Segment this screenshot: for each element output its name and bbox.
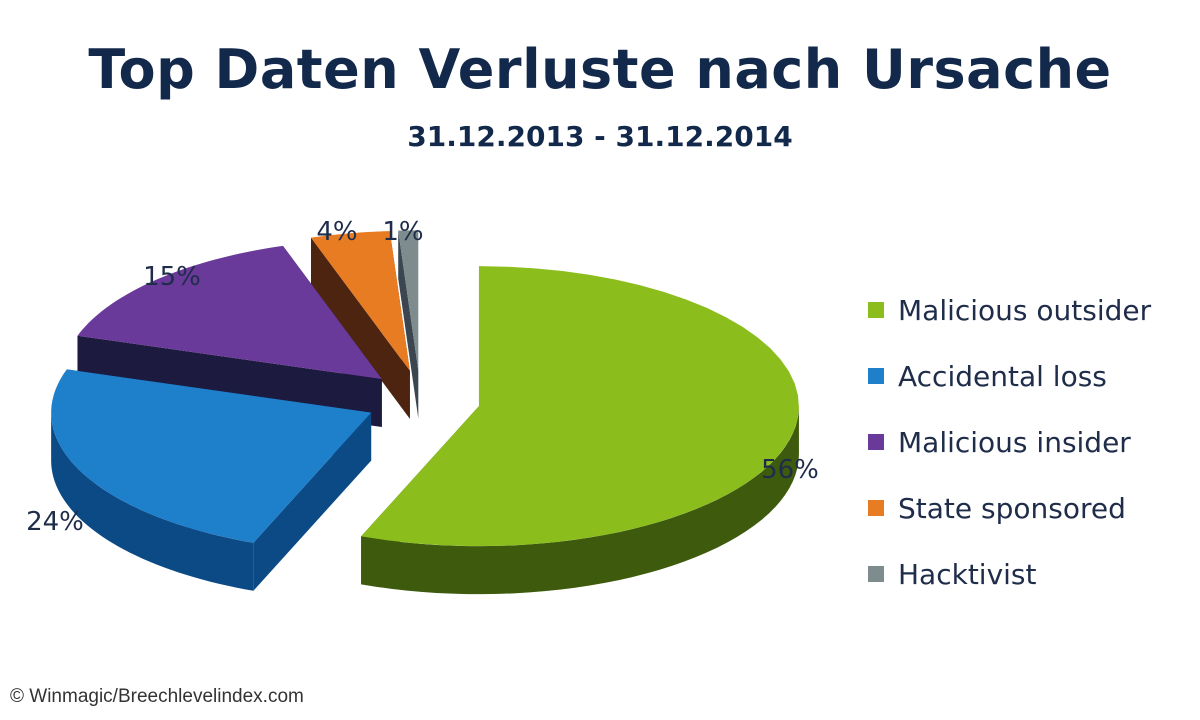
legend-item-malicious-outsider: Malicious outsider (868, 288, 1151, 332)
legend-item-malicious-insider: Malicious insider (868, 420, 1151, 464)
data-label-state-sponsored: 4% (316, 217, 357, 247)
slice-rim (51, 412, 254, 591)
slice-top-accidental-loss (51, 369, 372, 543)
slice-top-malicious-insider (77, 245, 382, 379)
legend-label: Hacktivist (898, 557, 1037, 591)
legend-label: Malicious insider (898, 425, 1131, 459)
data-label-malicious-outsider: 56% (761, 455, 819, 485)
slice-state-sponsored (310, 231, 410, 419)
legend-label: Accidental loss (898, 359, 1107, 393)
slice-side-wall (398, 230, 419, 419)
slice-top-hacktivist (398, 230, 419, 371)
slice-malicious-outsider (361, 266, 799, 595)
legend-swatch (868, 566, 884, 582)
legend-swatch (868, 368, 884, 384)
slice-rim (361, 406, 799, 595)
chart-legend: Malicious outsider Accidental loss Malic… (868, 288, 1151, 618)
chart-title: Top Daten Verluste nach Ursache (88, 38, 1112, 101)
legend-item-accidental-loss: Accidental loss (868, 354, 1151, 398)
data-label-malicious-insider: 15% (143, 262, 201, 292)
legend-item-hacktivist: Hacktivist (868, 552, 1151, 596)
slice-side-wall (253, 412, 372, 591)
legend-swatch (868, 434, 884, 450)
legend-label: State sponsored (898, 491, 1126, 525)
data-label-accidental-loss: 24% (26, 507, 84, 537)
chart-subtitle: 31.12.2013 - 31.12.2014 (407, 120, 793, 153)
slice-top-state-sponsored (311, 231, 410, 371)
data-label-hacktivist: 1% (382, 217, 423, 247)
legend-swatch (868, 302, 884, 318)
slice-side-wall (310, 237, 410, 419)
slice-accidental-loss (51, 369, 372, 591)
image-credit: © Winmagic/Breechlevelindex.com (10, 686, 304, 707)
legend-label: Malicious outsider (898, 293, 1152, 327)
slice-hacktivist (398, 230, 419, 419)
slice-top-malicious-outsider (361, 266, 799, 547)
legend-swatch (868, 500, 884, 516)
legend-item-state-sponsored: State sponsored (868, 486, 1151, 530)
